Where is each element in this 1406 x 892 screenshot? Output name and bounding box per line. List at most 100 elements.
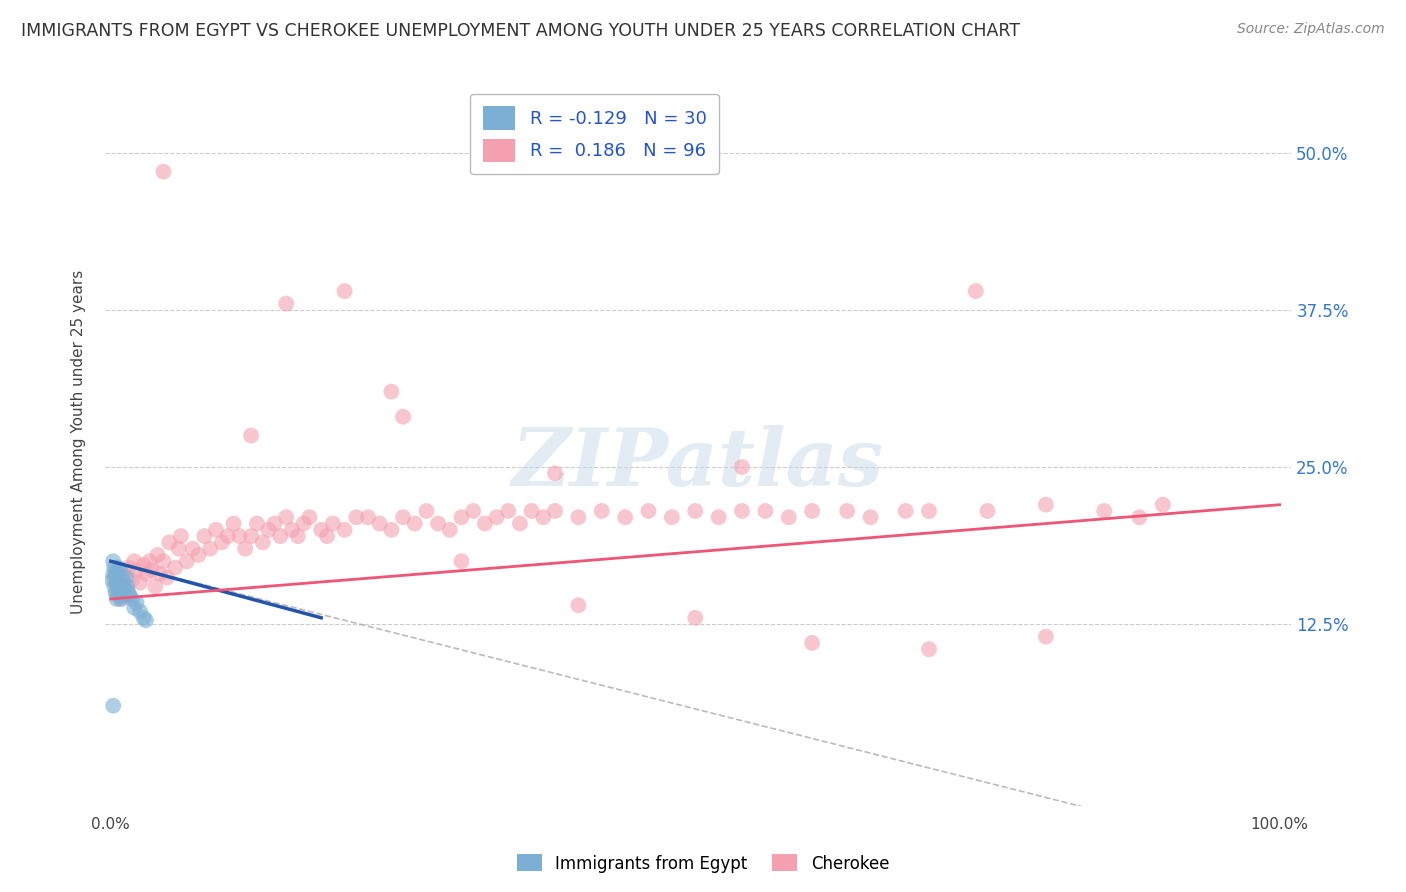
Point — [918, 504, 941, 518]
Point — [187, 548, 209, 562]
Point — [661, 510, 683, 524]
Point — [217, 529, 239, 543]
Text: ZIPatlas: ZIPatlas — [512, 425, 884, 502]
Point — [138, 554, 160, 568]
Point — [1128, 510, 1150, 524]
Point — [156, 571, 179, 585]
Point — [149, 566, 172, 581]
Point — [240, 428, 263, 442]
Point — [104, 566, 127, 581]
Point — [118, 588, 141, 602]
Point — [567, 599, 589, 613]
Point — [357, 510, 380, 524]
Point — [591, 504, 613, 518]
Point — [111, 566, 134, 581]
Point — [392, 510, 415, 524]
Point — [404, 516, 426, 531]
Point — [103, 579, 125, 593]
Point — [121, 573, 143, 587]
Point — [129, 605, 152, 619]
Point — [101, 554, 124, 568]
Point — [101, 566, 124, 581]
Point — [276, 296, 298, 310]
Point — [287, 529, 309, 543]
Point — [115, 571, 138, 585]
Point — [193, 529, 215, 543]
Point — [754, 504, 776, 518]
Point — [683, 611, 706, 625]
Point — [110, 591, 132, 606]
Point — [117, 585, 139, 599]
Point — [170, 529, 193, 543]
Point — [276, 510, 298, 524]
Point — [107, 560, 129, 574]
Point — [103, 560, 125, 574]
Point — [894, 504, 917, 518]
Point — [111, 573, 134, 587]
Point — [281, 523, 304, 537]
Legend: Immigrants from Egypt, Cherokee: Immigrants from Egypt, Cherokee — [510, 847, 896, 880]
Point — [146, 548, 169, 562]
Point — [205, 523, 228, 537]
Point — [976, 504, 998, 518]
Point — [117, 560, 139, 574]
Point — [165, 560, 187, 574]
Point — [509, 516, 531, 531]
Point — [107, 579, 129, 593]
Point — [1152, 498, 1174, 512]
Point — [228, 529, 250, 543]
Point — [392, 409, 415, 424]
Point — [141, 563, 163, 577]
Point — [450, 554, 472, 568]
Point — [122, 600, 145, 615]
Point — [105, 585, 128, 599]
Point — [415, 504, 437, 518]
Point — [333, 284, 356, 298]
Point — [135, 566, 157, 581]
Point — [157, 535, 180, 549]
Point — [309, 523, 332, 537]
Point — [176, 554, 198, 568]
Point — [105, 591, 128, 606]
Point — [520, 504, 543, 518]
Point — [322, 516, 344, 531]
Point — [567, 510, 589, 524]
Point — [125, 596, 148, 610]
Point — [801, 504, 824, 518]
Point — [233, 541, 256, 556]
Point — [108, 579, 131, 593]
Point — [263, 516, 285, 531]
Point — [152, 164, 174, 178]
Point — [132, 558, 155, 572]
Point — [496, 504, 519, 518]
Point — [344, 510, 367, 524]
Point — [112, 579, 135, 593]
Point — [115, 579, 138, 593]
Point — [683, 504, 706, 518]
Point — [105, 573, 128, 587]
Point — [474, 516, 496, 531]
Point — [198, 541, 221, 556]
Point — [101, 698, 124, 713]
Point — [222, 516, 245, 531]
Point — [965, 284, 987, 298]
Point — [181, 541, 204, 556]
Point — [135, 613, 157, 627]
Point — [108, 571, 131, 585]
Point — [731, 504, 754, 518]
Point — [114, 579, 136, 593]
Point — [859, 510, 882, 524]
Point — [544, 467, 567, 481]
Point — [108, 563, 131, 577]
Point — [108, 588, 131, 602]
Point — [707, 510, 730, 524]
Point — [152, 554, 174, 568]
Point — [731, 460, 754, 475]
Point — [101, 573, 124, 587]
Point — [122, 554, 145, 568]
Point — [114, 588, 136, 602]
Point — [240, 529, 263, 543]
Point — [211, 535, 233, 549]
Point — [463, 504, 485, 518]
Point — [1035, 630, 1057, 644]
